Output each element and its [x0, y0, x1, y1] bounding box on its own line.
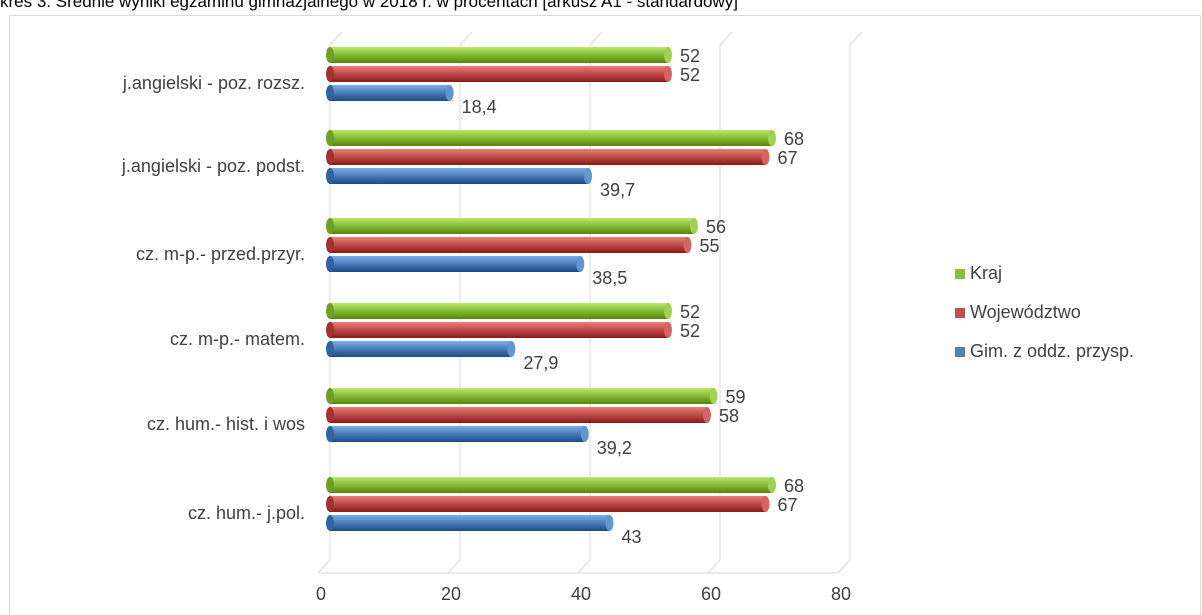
bar [326, 218, 698, 234]
data-label: 68 [784, 476, 804, 496]
x-tick-label: 0 [316, 584, 326, 604]
data-label: 43 [622, 527, 642, 547]
data-label: 67 [778, 148, 798, 168]
data-label: 52 [680, 65, 700, 85]
data-label: 58 [719, 406, 739, 426]
data-label: 55 [700, 236, 720, 256]
legend-swatch [955, 346, 965, 357]
x-tick-label: 40 [571, 584, 591, 604]
category-label: j.angielski - poz. podst. [121, 156, 305, 176]
bar [326, 515, 614, 531]
bar [326, 149, 770, 165]
data-label: 52 [680, 46, 700, 66]
data-label: 52 [680, 321, 700, 341]
data-label: 67 [778, 495, 798, 515]
labels: 0 20 40 60 80j.angielski - poz. rozsz.525218… [121, 46, 851, 604]
legend-item: Gim. z oddz. przysp. [955, 341, 1134, 362]
category-label: cz. m-p.- matem. [170, 329, 305, 349]
bar [326, 477, 776, 493]
data-label: 59 [726, 387, 746, 407]
bar [326, 168, 593, 184]
legend-label: Kraj [970, 263, 1003, 283]
legend-swatch [955, 268, 965, 279]
bar [326, 66, 672, 82]
bar [326, 388, 718, 404]
bar [326, 496, 770, 512]
bar [326, 426, 589, 442]
legend-label: Województwo [970, 302, 1081, 322]
x-tick-label: 60 [701, 584, 721, 604]
data-label: 38,5 [592, 268, 627, 288]
chart-title: kres 3. Średnie wyniki egzaminu gimnazja… [0, 0, 738, 11]
category-label: cz. m-p.- przed.przyr. [136, 244, 305, 264]
gridline-floor [577, 559, 591, 574]
category-label: cz. hum.- hist. i wos [147, 414, 305, 434]
bar [326, 303, 672, 319]
data-label: 27,9 [523, 353, 558, 373]
data-label: 39,2 [597, 438, 632, 458]
bar [326, 237, 692, 253]
data-label: 68 [784, 129, 804, 149]
bar [326, 322, 672, 338]
legend-item: Kraj [955, 263, 1002, 284]
category-label: j.angielski - poz. rozsz. [122, 73, 305, 93]
chart-frame [9, 15, 1201, 615]
data-label: 52 [680, 302, 700, 322]
data-label: 18,4 [462, 97, 497, 117]
gridline [849, 31, 863, 560]
bar [326, 407, 711, 423]
legend-label: Gim. z oddz. przysp. [970, 341, 1135, 361]
bar [326, 256, 585, 272]
category-label: cz. hum.- j.pol. [188, 503, 305, 523]
gridline-floor [707, 559, 721, 574]
data-label: 56 [706, 217, 726, 237]
bar [326, 341, 516, 357]
legend-swatch [955, 307, 965, 318]
bars [326, 47, 776, 531]
legend-item: Województwo [955, 302, 1081, 323]
gridline-floor [837, 559, 851, 574]
x-tick-label: 80 [831, 584, 851, 604]
gridline-floor [317, 559, 331, 574]
bar [326, 85, 454, 101]
bar [326, 47, 672, 63]
gridline-floor [447, 559, 461, 574]
data-label: 39,7 [600, 180, 635, 200]
bar [326, 130, 776, 146]
gridline [719, 31, 733, 560]
x-tick-label: 20 [441, 584, 461, 604]
